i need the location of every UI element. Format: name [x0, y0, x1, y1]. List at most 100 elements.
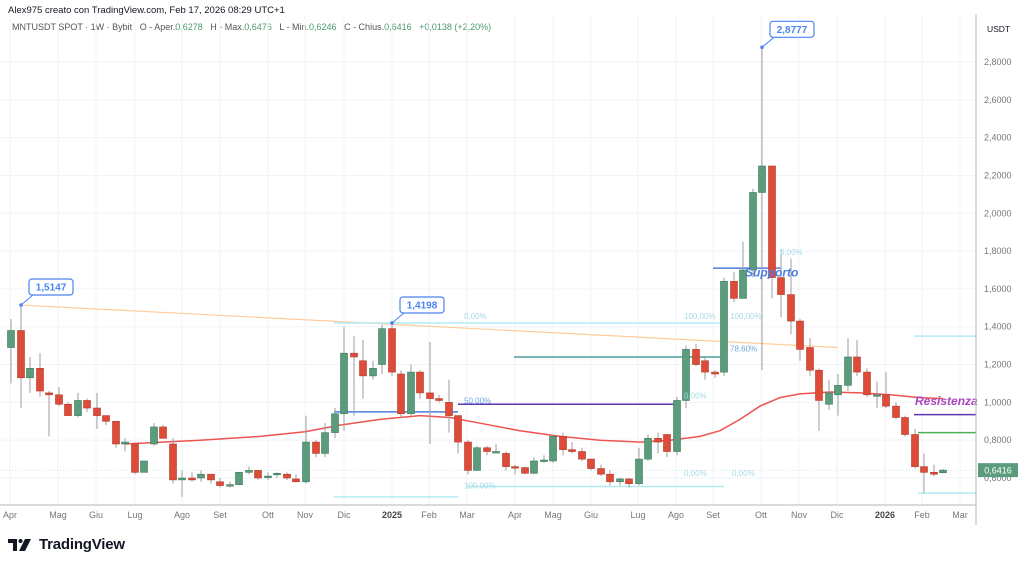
- symbol-name[interactable]: MNTUSDT SPOT · 1W · Bybit: [12, 22, 133, 32]
- candle[interactable]: [739, 241, 747, 299]
- candle[interactable]: [701, 356, 709, 380]
- candle[interactable]: [159, 425, 167, 439]
- tradingview-logo[interactable]: TradingView: [8, 536, 125, 553]
- candle[interactable]: [416, 370, 424, 399]
- candle[interactable]: [473, 445, 481, 471]
- candle[interactable]: [796, 319, 804, 361]
- candle[interactable]: [682, 345, 690, 409]
- candle[interactable]: [530, 457, 538, 475]
- candle[interactable]: [131, 442, 139, 475]
- candle[interactable]: [654, 432, 662, 454]
- candle[interactable]: [616, 477, 624, 486]
- candle[interactable]: [711, 370, 719, 378]
- candle[interactable]: [540, 455, 548, 463]
- candle[interactable]: [388, 322, 396, 376]
- candle[interactable]: [197, 470, 205, 482]
- candle[interactable]: [559, 432, 567, 456]
- candle[interactable]: [83, 398, 91, 412]
- candle[interactable]: [606, 470, 614, 486]
- candle[interactable]: [454, 415, 462, 454]
- candle[interactable]: [64, 402, 72, 416]
- candle[interactable]: [264, 472, 272, 480]
- candle[interactable]: [45, 391, 53, 437]
- candle[interactable]: [245, 466, 253, 475]
- candle[interactable]: [749, 188, 757, 278]
- candle[interactable]: [730, 271, 738, 303]
- candle[interactable]: [720, 277, 728, 376]
- candle[interactable]: [644, 434, 652, 461]
- candle[interactable]: [235, 472, 243, 486]
- candle[interactable]: [892, 402, 900, 420]
- candle[interactable]: [521, 466, 529, 475]
- candle[interactable]: [901, 415, 909, 437]
- candle[interactable]: [625, 477, 633, 488]
- candle[interactable]: [492, 443, 500, 454]
- candle[interactable]: [635, 447, 643, 486]
- candle[interactable]: [216, 477, 224, 488]
- candle[interactable]: [426, 341, 434, 444]
- candle[interactable]: [853, 339, 861, 376]
- candle[interactable]: [673, 396, 681, 456]
- candle[interactable]: [188, 472, 196, 482]
- candle[interactable]: [873, 381, 881, 409]
- candle[interactable]: [102, 415, 110, 426]
- candle[interactable]: [568, 442, 576, 454]
- candle[interactable]: [768, 165, 776, 299]
- candle[interactable]: [7, 319, 15, 384]
- candle[interactable]: [74, 392, 82, 418]
- candle[interactable]: [254, 470, 262, 480]
- candle[interactable]: [787, 258, 795, 335]
- candle[interactable]: [302, 415, 310, 484]
- candle[interactable]: [502, 451, 510, 471]
- candle[interactable]: [331, 408, 339, 439]
- candle[interactable]: [292, 474, 300, 483]
- candle[interactable]: [283, 472, 291, 480]
- candle[interactable]: [806, 338, 814, 376]
- candle[interactable]: [692, 343, 700, 367]
- candle[interactable]: [112, 420, 120, 448]
- candle[interactable]: [178, 470, 186, 497]
- candle[interactable]: [340, 326, 348, 431]
- candle[interactable]: [882, 372, 890, 409]
- candle[interactable]: [397, 370, 405, 418]
- candle[interactable]: [663, 434, 671, 458]
- candle[interactable]: [834, 373, 842, 416]
- candle[interactable]: [93, 392, 101, 429]
- candle[interactable]: [587, 458, 595, 471]
- candle[interactable]: [930, 464, 938, 477]
- candle[interactable]: [597, 464, 605, 477]
- candle[interactable]: [36, 353, 44, 397]
- candle[interactable]: [169, 438, 177, 484]
- candle[interactable]: [464, 440, 472, 475]
- candle[interactable]: [844, 338, 852, 392]
- candle[interactable]: [511, 464, 519, 475]
- candle[interactable]: [369, 360, 377, 380]
- candle[interactable]: [121, 438, 129, 452]
- candle[interactable]: [359, 339, 367, 399]
- candle[interactable]: [549, 434, 557, 463]
- candle[interactable]: [17, 304, 25, 409]
- candle[interactable]: [140, 460, 148, 473]
- candle[interactable]: [55, 387, 63, 407]
- candle[interactable]: [578, 447, 586, 461]
- candle[interactable]: [445, 379, 453, 433]
- candle[interactable]: [911, 428, 919, 469]
- candle[interactable]: [321, 423, 329, 458]
- candle[interactable]: [758, 47, 766, 371]
- candle[interactable]: [825, 379, 833, 410]
- candle[interactable]: [407, 364, 415, 416]
- candle[interactable]: [815, 368, 823, 431]
- candle[interactable]: [226, 481, 234, 488]
- candle[interactable]: [863, 368, 871, 397]
- candle[interactable]: [207, 473, 215, 484]
- candle[interactable]: [273, 472, 281, 478]
- candle[interactable]: [150, 423, 158, 446]
- candle[interactable]: [920, 453, 928, 494]
- candle[interactable]: [350, 336, 358, 416]
- candle[interactable]: [435, 394, 443, 403]
- candle[interactable]: [378, 324, 386, 374]
- candle[interactable]: [939, 468, 947, 474]
- candle[interactable]: [312, 440, 320, 458]
- candle[interactable]: [26, 356, 34, 393]
